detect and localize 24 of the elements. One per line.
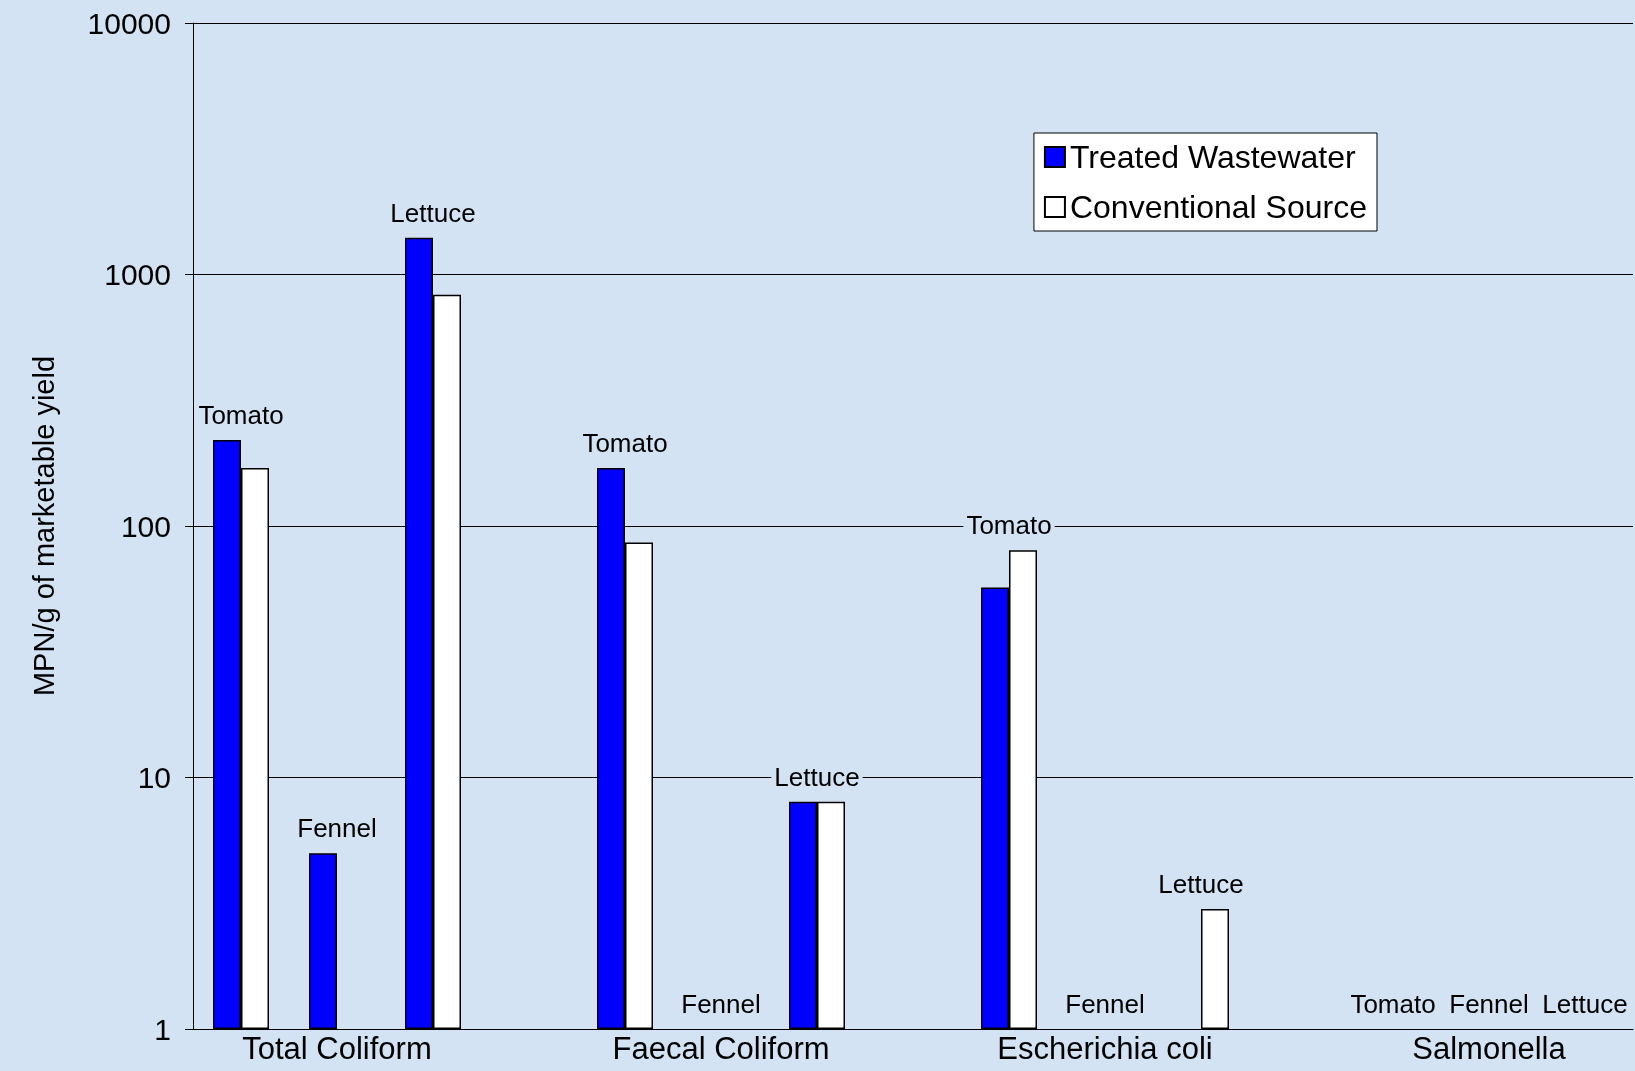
y-tick-label: 10 [137, 761, 171, 794]
x-tick-label: Lettuce [390, 197, 476, 228]
text: Escherichia coli [997, 1031, 1213, 1066]
y-tick-label: 10000 [87, 6, 171, 40]
x-tick-label: Lettuce [1158, 869, 1244, 899]
x-tick-label: Fennel [1065, 989, 1145, 1019]
x-tick-label: Tomato [198, 399, 284, 430]
y-tick-label: 1 [154, 1012, 171, 1046]
y-tick-label: 1000 [104, 258, 171, 291]
text: Faecal Coliform [612, 1031, 830, 1066]
text: Salmonella [1412, 1031, 1567, 1066]
y-tick-label: 100 [120, 509, 171, 543]
text: Total Coliform [242, 1031, 432, 1066]
y-axis-title: MPN/g of marketable yield [27, 355, 60, 697]
x-tick-label: Lettuce [774, 761, 860, 792]
legend-label: Treated Wastewater [1069, 139, 1356, 175]
x-tick-label: Lettuce [1542, 989, 1628, 1019]
legend-label: Conventional Source [1069, 189, 1367, 225]
x-tick-label: Fennel [681, 989, 761, 1019]
x-tick-label: Tomato [582, 428, 668, 459]
x-tick-label: Fennel [1449, 989, 1529, 1019]
x-tick-label: Tomato [966, 510, 1052, 541]
x-tick-label: Fennel [297, 813, 377, 844]
x-tick-label: Tomato [1350, 989, 1436, 1019]
